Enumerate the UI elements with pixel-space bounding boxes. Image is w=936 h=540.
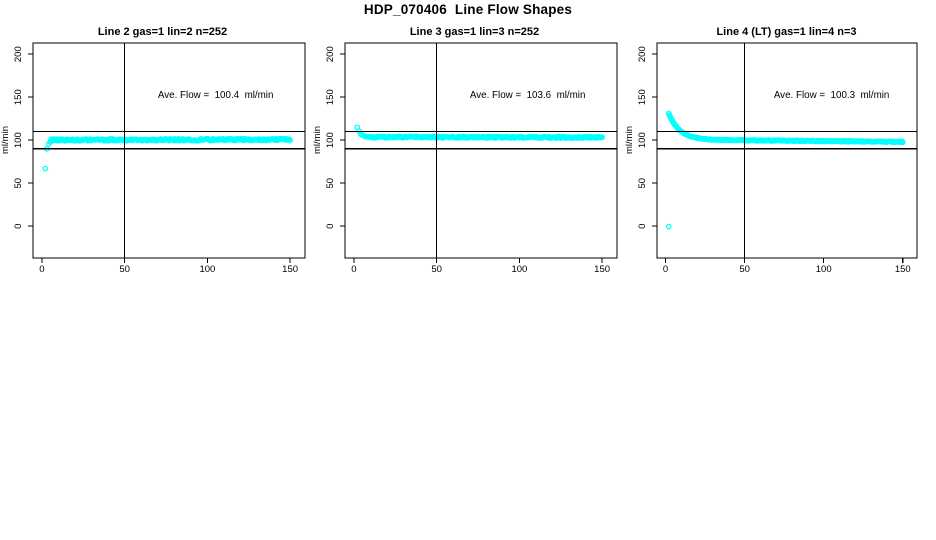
y-tick-label: 100 [13,132,24,148]
y-tick-label: 150 [325,89,336,105]
y-tick-label: 50 [325,178,336,189]
panel-line4: Line 4 (LT) gas=1 lin=4 n=3 0 50 100 150 0 50… [624,24,936,309]
plot-svg-line3: 0 50 100 150 0 50 100 150 200 [325,42,618,275]
panel-line2: Line 2 gas=1 lin=2 n=252 0 50 100 150 0 50 100… [0,24,312,309]
y-axis-label-line3: ml/min [312,126,323,154]
plot-svg-line2: 0 50 100 150 0 50 100 150 200 [13,42,306,275]
panel-title-line2: Line 2 gas=1 lin=2 n=252 [97,26,228,38]
y-tick-label: 200 [325,46,336,62]
x-tick-label: 100 [199,264,215,275]
data-point [899,139,906,146]
y-tick-label: 200 [13,46,24,62]
y-axis-label-line2: ml/min [0,126,11,154]
y-tick-label: 150 [637,89,648,105]
ave-flow-annotation-line3: Ave. Flow = 103.6 ml/min [469,90,586,102]
x-tick-label: 100 [511,264,527,275]
x-tick-label: 0 [39,264,44,275]
data-point [665,223,672,230]
x-tick-label: 0 [663,264,668,275]
panel-line3: Line 3 gas=1 lin=3 n=252 0 50 100 150 0 50 100… [312,24,624,309]
plot-svg-line4: 0 50 100 150 0 50 100 150 200 [637,42,918,275]
x-tick-label: 50 [431,264,442,275]
data-point [599,134,605,141]
x-tick-label: 150 [282,264,298,275]
panel-title-line3: Line 3 gas=1 lin=3 n=252 [409,26,540,38]
plot-box [344,42,618,259]
figure-title: HDP_070406 Line Flow Shapes [363,2,573,17]
ave-flow-annotation-line4: Ave. Flow = 100.3 ml/min [773,90,890,102]
x-tick-label: 150 [895,264,911,275]
y-tick-label: 0 [13,224,24,229]
y-tick-label: 100 [325,132,336,148]
data-point [287,137,293,144]
panel-title-line4: Line 4 (LT) gas=1 lin=4 n=3 [716,26,857,38]
y-tick-label: 150 [13,89,24,105]
y-axis-label-line4: ml/min [624,126,635,154]
x-tick-label: 50 [119,264,130,275]
x-tick-label: 150 [594,264,610,275]
y-tick-label: 0 [325,224,336,229]
x-tick-label: 50 [739,264,750,275]
y-tick-label: 200 [637,46,648,62]
y-tick-label: 50 [637,178,648,189]
x-tick-label: 100 [816,264,832,275]
ave-flow-annotation-line2: Ave. Flow = 100.4 ml/min [157,90,274,102]
data-point [42,165,49,172]
x-tick-label: 0 [351,264,356,275]
plot-box [656,42,918,259]
plot-box [32,42,306,259]
y-tick-label: 100 [637,132,648,148]
y-tick-label: 0 [637,224,648,229]
y-tick-label: 50 [13,178,24,189]
